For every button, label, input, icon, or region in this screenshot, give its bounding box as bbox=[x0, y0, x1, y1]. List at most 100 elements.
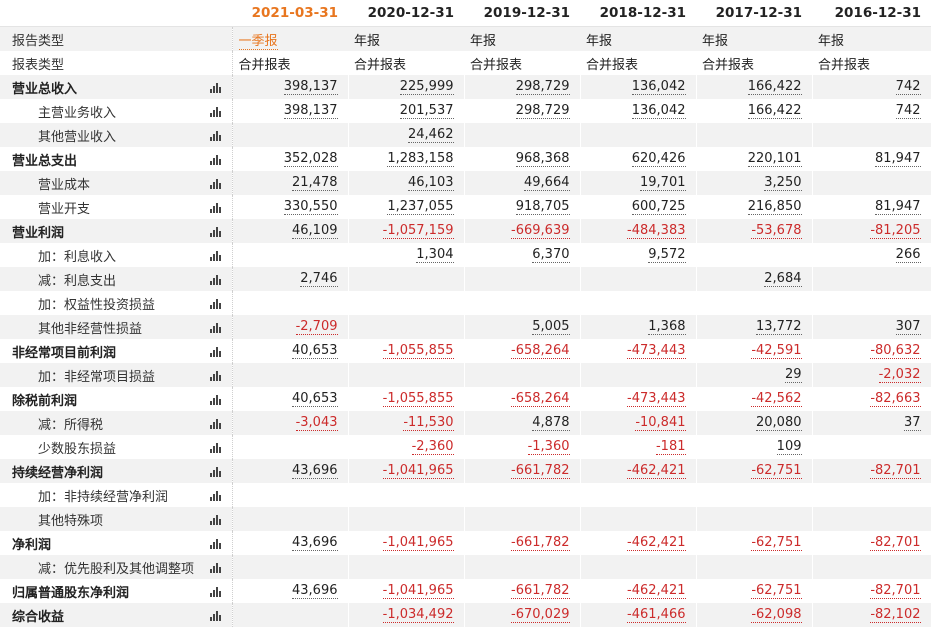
chart-cell[interactable] bbox=[200, 243, 233, 267]
value-link[interactable]: -661,782 bbox=[511, 583, 570, 599]
chart-cell[interactable] bbox=[200, 411, 233, 435]
value-link[interactable]: 81,947 bbox=[875, 151, 921, 167]
value-link[interactable]: 1,283,158 bbox=[387, 151, 454, 167]
report-type-link[interactable]: 一季报 bbox=[238, 33, 278, 50]
bar-chart-icon[interactable] bbox=[210, 130, 222, 141]
value-link[interactable]: -82,102 bbox=[870, 607, 921, 623]
bar-chart-icon[interactable] bbox=[210, 562, 222, 573]
value-link[interactable]: -82,701 bbox=[870, 583, 921, 599]
chart-cell[interactable] bbox=[200, 603, 233, 627]
chart-cell[interactable] bbox=[200, 291, 233, 315]
period-header[interactable]: 2018-12-31 bbox=[580, 0, 696, 27]
value-link[interactable]: 266 bbox=[895, 247, 921, 263]
value-link[interactable]: 225,999 bbox=[399, 79, 454, 95]
value-link[interactable]: 2,746 bbox=[300, 271, 338, 287]
bar-chart-icon[interactable] bbox=[210, 322, 222, 333]
value-link[interactable]: 220,101 bbox=[747, 151, 802, 167]
value-link[interactable]: -3,043 bbox=[295, 415, 338, 431]
value-link[interactable]: -2,709 bbox=[295, 319, 338, 335]
value-link[interactable]: 398,137 bbox=[283, 79, 338, 95]
value-link[interactable]: 216,850 bbox=[747, 199, 802, 215]
value-link[interactable]: 109 bbox=[776, 439, 802, 455]
value-link[interactable]: 166,422 bbox=[747, 103, 802, 119]
chart-cell[interactable] bbox=[200, 531, 233, 555]
value-link[interactable]: 201,537 bbox=[399, 103, 454, 119]
value-link[interactable]: -82,701 bbox=[870, 535, 921, 551]
value-link[interactable]: -484,383 bbox=[627, 223, 686, 239]
bar-chart-icon[interactable] bbox=[210, 586, 222, 597]
value-link[interactable]: -11,530 bbox=[403, 415, 454, 431]
chart-cell[interactable] bbox=[200, 75, 233, 99]
bar-chart-icon[interactable] bbox=[210, 274, 222, 285]
value-link[interactable]: 49,664 bbox=[524, 175, 570, 191]
value-link[interactable]: -1,057,159 bbox=[382, 223, 454, 239]
period-header[interactable]: 2019-12-31 bbox=[464, 0, 580, 27]
value-link[interactable]: -1,055,855 bbox=[382, 391, 454, 407]
value-link[interactable]: 918,705 bbox=[515, 199, 570, 215]
chart-cell[interactable] bbox=[200, 555, 233, 579]
bar-chart-icon[interactable] bbox=[210, 610, 222, 621]
bar-chart-icon[interactable] bbox=[210, 442, 222, 453]
value-link[interactable]: 1,368 bbox=[648, 319, 686, 335]
chart-cell[interactable] bbox=[200, 459, 233, 483]
value-link[interactable]: 40,653 bbox=[292, 391, 338, 407]
value-link[interactable]: 43,696 bbox=[292, 463, 338, 479]
period-header[interactable]: 2021-03-31 bbox=[232, 0, 348, 27]
bar-chart-icon[interactable] bbox=[210, 538, 222, 549]
bar-chart-icon[interactable] bbox=[210, 490, 222, 501]
value-link[interactable]: -1,360 bbox=[527, 439, 570, 455]
bar-chart-icon[interactable] bbox=[210, 394, 222, 405]
value-link[interactable]: -42,591 bbox=[751, 343, 802, 359]
chart-cell[interactable] bbox=[200, 195, 233, 219]
value-link[interactable]: -82,701 bbox=[870, 463, 921, 479]
value-link[interactable]: 3,250 bbox=[764, 175, 802, 191]
value-link[interactable]: -1,041,965 bbox=[382, 583, 454, 599]
value-link[interactable]: -2,032 bbox=[878, 367, 921, 383]
chart-cell[interactable] bbox=[200, 387, 233, 411]
value-link[interactable]: 136,042 bbox=[631, 103, 686, 119]
value-link[interactable]: 40,653 bbox=[292, 343, 338, 359]
value-link[interactable]: 398,137 bbox=[283, 103, 338, 119]
value-link[interactable]: -62,751 bbox=[751, 463, 802, 479]
value-link[interactable]: -10,841 bbox=[635, 415, 686, 431]
value-link[interactable]: -2,360 bbox=[411, 439, 454, 455]
bar-chart-icon[interactable] bbox=[210, 178, 222, 189]
chart-cell[interactable] bbox=[200, 507, 233, 531]
period-header[interactable]: 2020-12-31 bbox=[348, 0, 464, 27]
period-header[interactable]: 2017-12-31 bbox=[696, 0, 812, 27]
chart-cell[interactable] bbox=[200, 315, 233, 339]
bar-chart-icon[interactable] bbox=[210, 250, 222, 261]
value-link[interactable]: -53,678 bbox=[751, 223, 802, 239]
value-link[interactable]: -81,205 bbox=[870, 223, 921, 239]
value-link[interactable]: -658,264 bbox=[511, 343, 570, 359]
value-link[interactable]: -62,751 bbox=[751, 535, 802, 551]
value-link[interactable]: -473,443 bbox=[627, 391, 686, 407]
value-link[interactable]: 37 bbox=[903, 415, 921, 431]
report-type-cell[interactable]: 一季报 bbox=[232, 26, 348, 51]
value-link[interactable]: 5,005 bbox=[532, 319, 570, 335]
value-link[interactable]: -82,663 bbox=[870, 391, 921, 407]
period-header[interactable]: 2016-12-31 bbox=[812, 0, 931, 27]
bar-chart-icon[interactable] bbox=[210, 106, 222, 117]
value-link[interactable]: -461,466 bbox=[627, 607, 686, 623]
chart-cell[interactable] bbox=[200, 219, 233, 243]
value-link[interactable]: 136,042 bbox=[631, 79, 686, 95]
bar-chart-icon[interactable] bbox=[210, 466, 222, 477]
value-link[interactable]: -473,443 bbox=[627, 343, 686, 359]
value-link[interactable]: 620,426 bbox=[631, 151, 686, 167]
value-link[interactable]: 46,109 bbox=[292, 223, 338, 239]
value-link[interactable]: -462,421 bbox=[627, 463, 686, 479]
bar-chart-icon[interactable] bbox=[210, 370, 222, 381]
value-link[interactable]: 24,462 bbox=[408, 127, 454, 143]
value-link[interactable]: 20,080 bbox=[756, 415, 802, 431]
value-link[interactable]: 330,550 bbox=[283, 199, 338, 215]
bar-chart-icon[interactable] bbox=[210, 418, 222, 429]
value-link[interactable]: 298,729 bbox=[515, 79, 570, 95]
value-link[interactable]: -462,421 bbox=[627, 583, 686, 599]
value-link[interactable]: -661,782 bbox=[511, 463, 570, 479]
value-link[interactable]: -1,034,492 bbox=[382, 607, 454, 623]
value-link[interactable]: -658,264 bbox=[511, 391, 570, 407]
value-link[interactable]: 21,478 bbox=[292, 175, 338, 191]
value-link[interactable]: -661,782 bbox=[511, 535, 570, 551]
value-link[interactable]: -670,029 bbox=[511, 607, 570, 623]
